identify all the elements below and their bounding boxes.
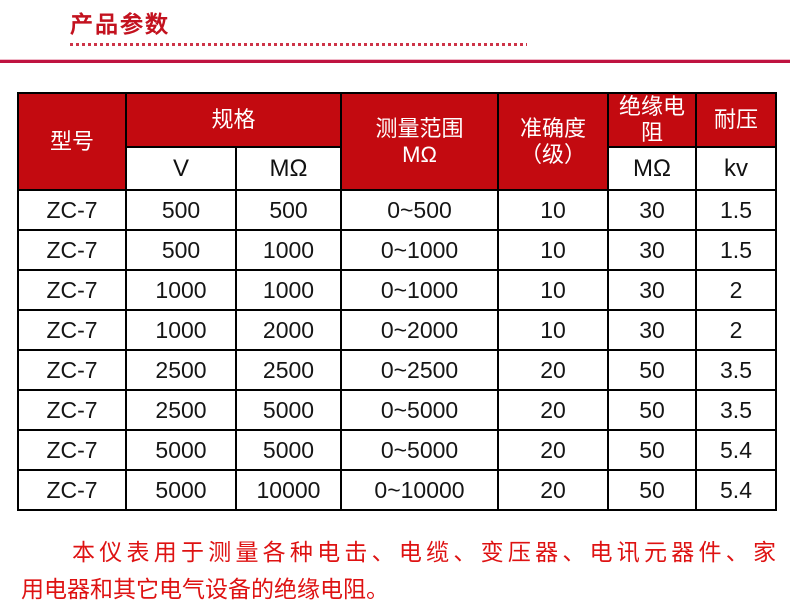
cell-mohm: 1000 [234,269,343,311]
cell-insulation: 30 [607,309,698,351]
cell-mohm: 2000 [234,309,343,351]
table-row: ZC-7 1000 2000 0~2000 10 30 2 [17,309,778,351]
cell-mohm: 500 [234,189,343,231]
cell-model: ZC-7 [17,229,127,271]
header-withstand-unit: kv [695,146,778,191]
table-row: ZC-7 500 1000 0~1000 10 30 1.5 [17,229,778,271]
cell-model: ZC-7 [17,269,127,311]
header-row-2: V MΩ MΩ kv [18,146,778,191]
header-accuracy-line2: （级） [520,141,587,167]
cell-insulation: 50 [607,349,698,391]
cell-insulation: 50 [607,469,698,511]
cell-model: ZC-7 [17,349,127,391]
cell-range: 0~1000 [340,229,500,271]
cell-withstand: 3.5 [695,349,778,391]
cell-insulation: 30 [607,269,698,311]
cell-mohm: 10000 [234,469,343,511]
cell-v: 1000 [125,269,237,311]
cell-accuracy: 10 [497,229,610,271]
header-spec-unit-v: V [125,146,237,191]
title-block: 产品参数 [0,0,790,46]
header-accuracy: 准确度 （级） [497,92,610,191]
cell-v: 5000 [125,469,237,511]
cell-mohm: 1000 [234,229,343,271]
cell-accuracy: 20 [497,469,610,511]
cell-v: 2500 [125,389,237,431]
header-model: 型号 [17,92,127,191]
cell-accuracy: 20 [497,389,610,431]
section-divider-line [0,59,790,63]
cell-model: ZC-7 [17,189,127,231]
cell-withstand: 1.5 [695,229,778,271]
cell-model: ZC-7 [17,389,127,431]
cell-mohm: 2500 [234,349,343,391]
cell-withstand: 1.5 [695,189,778,231]
cell-range: 0~1000 [340,269,500,311]
header-accuracy-line1: 准确度 [520,115,587,141]
header-row-1: 型号 规格 测量范围 MΩ 准确度 （级） 绝缘电阻 耐压 [17,92,778,191]
table-row: ZC-7 5000 10000 0~10000 20 50 5.4 [17,469,778,511]
header-insulation-unit: MΩ [607,146,698,191]
cell-model: ZC-7 [17,469,127,511]
cell-range: 0~2500 [340,349,500,391]
cell-accuracy: 10 [497,269,610,311]
cell-mohm: 5000 [234,389,343,431]
table-row: ZC-7 2500 2500 0~2500 20 50 3.5 [17,349,778,391]
page-title: 产品参数 [70,11,170,37]
cell-withstand: 2 [695,309,778,351]
cell-range: 0~2000 [340,309,500,351]
cell-accuracy: 10 [497,189,610,231]
cell-withstand: 2 [695,269,778,311]
table-row: ZC-7 2500 5000 0~5000 20 50 3.5 [17,389,778,431]
table-row: ZC-7 500 500 0~500 10 30 1.5 [17,189,778,231]
spec-table: 型号 规格 测量范围 MΩ 准确度 （级） 绝缘电阻 耐压 V MΩ MΩ kv [17,92,778,511]
cell-v: 500 [125,189,237,231]
table-row: ZC-7 5000 5000 0~5000 20 50 5.4 [17,429,778,471]
cell-withstand: 5.4 [695,429,778,471]
cell-range: 0~500 [340,189,500,231]
description-paragraph: 本仪表用于测量各种电击、电缆、变压器、电讯元器件、家 用电器和其它电气设备的绝缘… [21,537,776,604]
header-insulation: 绝缘电阻 [607,92,698,148]
cell-range: 0~10000 [340,469,500,511]
cell-withstand: 3.5 [695,389,778,431]
cell-v: 2500 [125,349,237,391]
header-range-line2: MΩ [402,141,437,167]
cell-v: 5000 [125,429,237,471]
cell-v: 500 [125,229,237,271]
header-range: 测量范围 MΩ [340,92,500,191]
cell-accuracy: 10 [497,309,610,351]
cell-insulation: 50 [607,429,698,471]
cell-accuracy: 20 [497,429,610,471]
cell-accuracy: 20 [497,349,610,391]
header-withstand: 耐压 [695,92,778,148]
header-range-line1: 测量范围 [375,115,464,141]
header-spec: 规格 [124,92,343,148]
cell-mohm: 5000 [234,429,343,471]
description-line-2: 用电器和其它电气设备的绝缘电阻。 [21,576,389,602]
title-dotted-underline [70,43,527,46]
description-line-1: 本仪表用于测量各种电击、电缆、变压器、电讯元器件、家 [72,539,776,565]
cell-range: 0~5000 [340,429,500,471]
cell-insulation: 30 [607,229,698,271]
table-row: ZC-7 1000 1000 0~1000 10 30 2 [17,269,778,311]
cell-withstand: 5.4 [695,469,778,511]
cell-range: 0~5000 [340,389,500,431]
cell-model: ZC-7 [17,309,127,351]
cell-v: 1000 [125,309,237,351]
header-spec-unit-mohm: MΩ [234,146,343,191]
cell-model: ZC-7 [17,429,127,471]
cell-insulation: 30 [607,189,698,231]
cell-insulation: 50 [607,389,698,431]
